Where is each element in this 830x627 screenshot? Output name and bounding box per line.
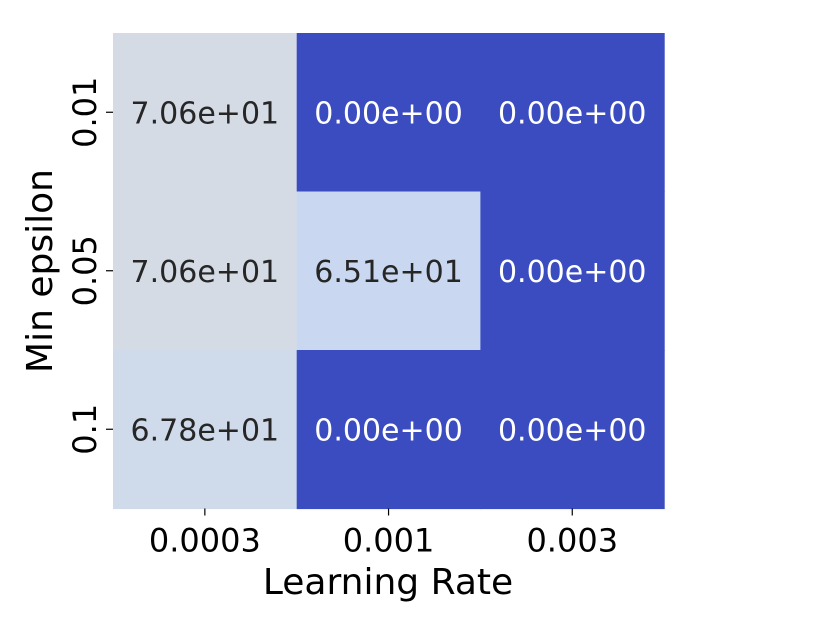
y-tick-label: 0.01 xyxy=(66,77,104,148)
heatmap-cell-value: 7.06e+01 xyxy=(131,96,280,131)
y-axis-ticks: 0.01 0.05 0.1 xyxy=(66,77,113,455)
heatmap-cell xyxy=(480,350,665,510)
heatmap-cells xyxy=(113,33,665,510)
x-tick-label: 0.003 xyxy=(526,522,618,560)
x-tick-label: 0.001 xyxy=(343,522,435,560)
y-axis-label: Min epsilon xyxy=(20,169,61,373)
heatmap-cell-value: 6.78e+01 xyxy=(131,413,280,448)
heatmap-cell-value: 0.00e+00 xyxy=(498,255,647,290)
heatmap-cell xyxy=(296,33,481,193)
x-axis-ticks: 0.0003 0.001 0.003 xyxy=(149,508,618,560)
y-tick-label: 0.1 xyxy=(66,404,104,455)
heatmap-cell xyxy=(113,33,298,193)
heatmap-cell xyxy=(296,350,481,510)
heatmap-cell-value: 7.06e+01 xyxy=(131,255,280,290)
heatmap-cell-value: 0.00e+00 xyxy=(498,413,647,448)
x-tick-label: 0.0003 xyxy=(149,522,261,560)
heatmap-cell-labels: 7.06e+01 0.00e+00 0.00e+00 7.06e+01 6.51e+01… xyxy=(131,96,647,448)
x-axis-label: Learning Rate xyxy=(263,562,513,603)
heatmap-cell xyxy=(296,191,481,351)
heatmap-cell-value: 6.51e+01 xyxy=(314,255,463,290)
heatmap-cell xyxy=(480,33,665,193)
heatmap-cell xyxy=(480,191,665,351)
heatmap-cell xyxy=(113,191,298,351)
heatmap-cell-value: 0.00e+00 xyxy=(314,96,463,131)
y-tick-label: 0.05 xyxy=(66,235,104,306)
heatmap-cell-value: 0.00e+00 xyxy=(314,413,463,448)
heatmap-cell-value: 0.00e+00 xyxy=(498,96,647,131)
heatmap-cell xyxy=(113,350,298,510)
